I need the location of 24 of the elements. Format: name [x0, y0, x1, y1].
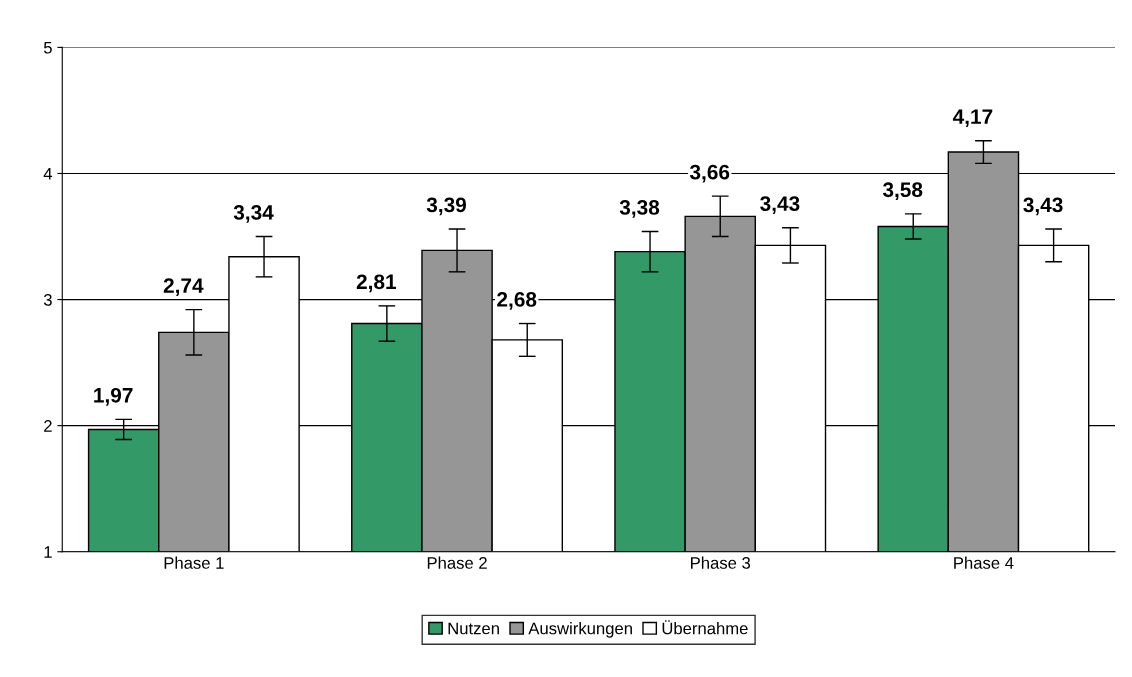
data-label: 3,34: [233, 205, 274, 223]
x-tick-label: Phase 1: [164, 556, 224, 569]
data-label: 4,17: [952, 109, 993, 127]
legend-label: Auswirkungen: [528, 622, 632, 638]
y-tick-label: 2: [44, 420, 52, 432]
data-label: 3,43: [1023, 197, 1063, 216]
x-tick-label: Phase 4: [954, 556, 1014, 569]
data-label: 3,39: [426, 197, 467, 216]
y-tick-label: 3: [43, 293, 52, 306]
data-label: 2,68: [497, 292, 537, 310]
data-label: 3,66: [689, 164, 730, 183]
legend-label: Übernahme: [662, 620, 748, 635]
data-label: 2,81: [356, 274, 397, 293]
data-label: 2,74: [163, 278, 204, 296]
x-tick-label: Phase 2: [427, 556, 487, 569]
y-tick-label: 4: [43, 168, 53, 180]
data-label: 3,38: [619, 200, 660, 218]
legend-label: Nutzen: [448, 622, 499, 635]
data-label: 1,97: [94, 387, 133, 406]
x-tick-label: Phase 3: [691, 556, 751, 569]
y-tick-label: 5: [43, 41, 52, 54]
data-label: 3,58: [882, 182, 923, 201]
y-tick-label: 1: [44, 546, 52, 558]
data-label: 3,43: [760, 196, 800, 214]
